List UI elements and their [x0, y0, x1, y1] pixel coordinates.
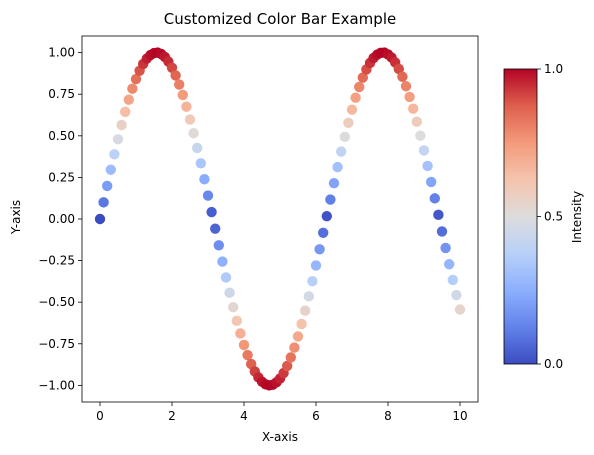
data-point	[94, 213, 106, 225]
data-point	[339, 131, 350, 143]
data-point	[451, 289, 462, 301]
data-point	[426, 176, 437, 188]
data-point	[238, 339, 250, 351]
x-tick-label: 6	[312, 409, 320, 423]
data-point	[300, 305, 311, 316]
data-point	[120, 106, 131, 118]
data-point	[174, 79, 185, 90]
data-point	[184, 114, 196, 125]
data-point	[444, 259, 455, 270]
data-point	[318, 227, 329, 239]
data-point	[436, 226, 448, 237]
colorbar-tick-label: 0.5	[544, 210, 563, 224]
data-point	[202, 190, 214, 201]
data-point	[393, 63, 404, 75]
y-tick-label: 0.50	[48, 129, 75, 143]
data-point	[177, 89, 188, 101]
data-point	[336, 146, 347, 157]
data-point	[123, 94, 134, 105]
data-point	[328, 178, 340, 189]
data-point	[296, 318, 307, 330]
data-point	[231, 315, 242, 327]
data-point	[440, 242, 451, 254]
y-tick-label: 0.75	[48, 87, 75, 101]
data-point	[404, 91, 415, 103]
y-tick-label: 0.00	[48, 212, 75, 226]
y-tick-label: −1.00	[38, 378, 75, 392]
data-point	[217, 256, 228, 267]
data-point	[433, 209, 444, 221]
data-point	[350, 92, 361, 103]
y-axis-label: Y-axis	[9, 200, 23, 235]
data-point	[188, 127, 199, 139]
data-point	[235, 328, 246, 339]
data-point	[220, 272, 232, 283]
data-point	[109, 149, 120, 160]
data-point	[98, 197, 109, 208]
data-point	[285, 352, 296, 363]
data-point	[307, 276, 318, 287]
data-point	[408, 103, 419, 114]
data-point	[210, 223, 221, 234]
data-point	[170, 70, 181, 81]
data-point	[397, 71, 408, 82]
data-point	[292, 331, 304, 342]
data-point	[310, 260, 322, 271]
data-point	[346, 104, 358, 115]
data-point	[102, 180, 113, 192]
colorbar-label: Intensity	[570, 191, 584, 243]
data-point	[321, 210, 332, 222]
chart-title: Customized Color Bar Example	[164, 10, 396, 28]
data-point	[400, 81, 412, 92]
data-point	[199, 174, 210, 185]
data-point	[105, 164, 117, 175]
data-point	[181, 101, 192, 112]
data-point	[422, 160, 433, 172]
data-point	[357, 72, 368, 83]
plot-frame	[81, 35, 479, 403]
x-tick-label: 4	[240, 409, 248, 423]
colorbar-gradient	[503, 68, 538, 365]
data-point	[192, 142, 203, 154]
data-point	[127, 83, 138, 94]
data-point	[314, 244, 325, 255]
data-point	[332, 161, 343, 173]
x-tick-label: 0	[96, 409, 104, 423]
colorbar-tick-label: 0.0	[544, 357, 563, 371]
data-point	[429, 193, 440, 204]
data-point	[343, 117, 354, 129]
data-point	[224, 287, 235, 298]
data-point	[195, 158, 206, 169]
data-point	[242, 349, 253, 361]
data-point	[447, 274, 458, 286]
y-tick-label: 0.25	[48, 170, 75, 184]
colorbar-tick-label: 1.0	[544, 62, 563, 76]
data-point	[303, 291, 314, 302]
data-point	[325, 194, 336, 205]
y-tick-label: −0.75	[38, 337, 75, 351]
x-tick-label: 8	[384, 409, 392, 423]
x-tick-label: 10	[452, 409, 467, 423]
data-point	[213, 240, 224, 251]
data-point	[228, 301, 239, 313]
data-point	[418, 145, 430, 156]
data-point	[206, 206, 217, 218]
plot-area: 0 2 4 6 8 10 1.00 0.75 0.50 0.25 0.00 −0.25 −0.50 −0.…	[38, 35, 479, 423]
data-point	[112, 134, 124, 145]
y-tick-label: −0.50	[38, 295, 75, 309]
x-axis-label: X-axis	[262, 430, 298, 444]
data-point	[116, 119, 127, 131]
x-tick-label: 2	[168, 409, 176, 423]
data-point	[411, 116, 422, 127]
data-point	[354, 81, 365, 93]
colorbar: 0.0 0.5 1.0	[503, 62, 563, 371]
data-point	[454, 304, 466, 315]
data-point	[282, 360, 293, 372]
y-tick-label: −0.25	[38, 254, 75, 268]
data-point	[415, 130, 426, 141]
y-tick-label: 1.00	[48, 46, 75, 60]
data-point	[289, 342, 300, 353]
data-point	[130, 73, 142, 85]
